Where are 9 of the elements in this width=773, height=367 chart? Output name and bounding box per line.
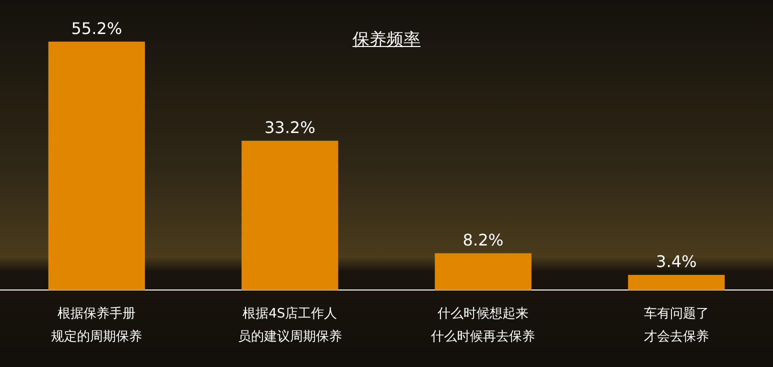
data-label: 33.2% [264, 118, 316, 137]
data-label: 3.4% [656, 252, 697, 272]
data-label: 8.2% [462, 230, 504, 250]
x-tick-label: 车有问题了才会去保养 [644, 306, 709, 345]
data-label: 55.2% [71, 18, 122, 38]
x-tick-label: 什么时候想起来什么时候再去保养 [430, 306, 536, 345]
chart-title: 保养频率 [352, 30, 420, 50]
x-tick-label: 根据4S店工作人员的建议周期保养 [238, 305, 342, 345]
x-tick-label: 根据保养手册规定的周期保养 [51, 305, 142, 345]
